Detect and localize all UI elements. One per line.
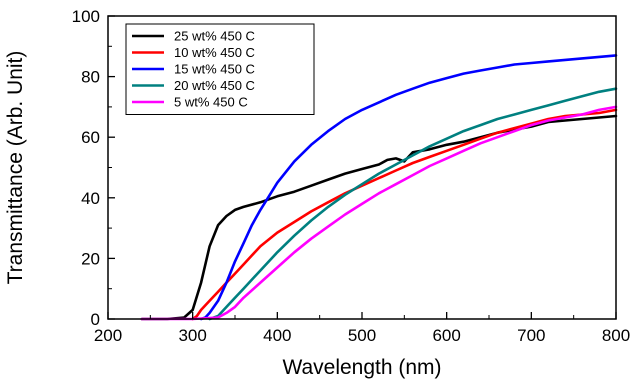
legend-label: 15 wt% 450 C [174, 62, 255, 77]
y-tick-label: 60 [81, 128, 100, 147]
legend-label: 10 wt% 450 C [174, 45, 255, 60]
x-tick-label: 400 [263, 326, 291, 345]
ticks-layer: 200 300 400 500 600 700 800 0 20 40 60 80 100 [72, 7, 631, 345]
y-tick-label: 80 [81, 68, 100, 87]
series-line-5 [140, 105, 618, 321]
x-tick-label: 700 [517, 326, 545, 345]
legend: 25 wt% 450 C10 wt% 450 C 15 wt% 450 C20 w… [125, 23, 315, 115]
y-tick-label: 100 [72, 7, 100, 26]
legend-label: 5 wt% 450 C [174, 95, 248, 110]
x-tick-label: 600 [432, 326, 460, 345]
legend-label: 25 wt% 450 C [174, 29, 255, 44]
x-tick-label: 200 [94, 326, 122, 345]
series-layer [140, 54, 618, 321]
series-line-4 [208, 87, 618, 321]
series-line-1 [140, 114, 618, 321]
legend-label: 20 wt% 450 C [174, 78, 255, 93]
x-axis-title: Wavelength (nm) [282, 356, 441, 379]
x-tick-label: 500 [348, 326, 376, 345]
y-tick-label: 0 [91, 310, 100, 329]
series-line-3 [199, 54, 618, 321]
y-tick-label: 40 [81, 189, 100, 208]
x-tick-label: 300 [178, 326, 206, 345]
y-tick-label: 20 [81, 249, 100, 268]
x-tick-label: 800 [602, 326, 630, 345]
y-axis-title: Transmittance (Arb. Unit) [4, 51, 27, 285]
